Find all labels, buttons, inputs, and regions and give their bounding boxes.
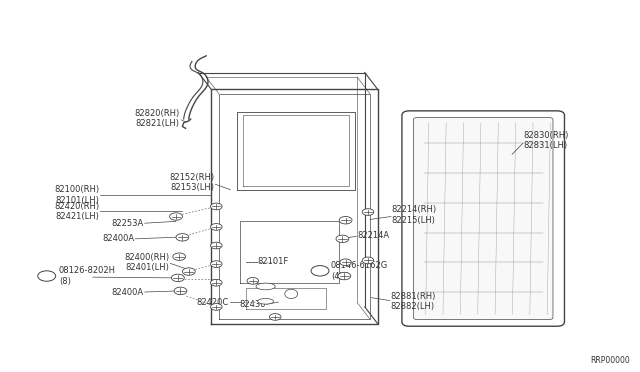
- Circle shape: [269, 314, 281, 320]
- Text: RRP00000: RRP00000: [591, 356, 630, 365]
- Text: 08146-6162G
(4): 08146-6162G (4): [331, 261, 388, 280]
- Text: 82400A: 82400A: [102, 234, 134, 243]
- Circle shape: [211, 304, 222, 310]
- Ellipse shape: [285, 289, 298, 299]
- Text: 82400(RH)
82401(LH): 82400(RH) 82401(LH): [124, 253, 170, 272]
- Circle shape: [338, 272, 351, 280]
- Circle shape: [336, 235, 349, 243]
- Circle shape: [211, 242, 222, 249]
- Text: B: B: [44, 272, 49, 280]
- FancyBboxPatch shape: [402, 111, 564, 326]
- Text: 82100(RH)
82101(LH): 82100(RH) 82101(LH): [54, 185, 99, 205]
- Circle shape: [172, 274, 184, 282]
- Circle shape: [362, 209, 374, 215]
- Text: 82420C: 82420C: [197, 298, 229, 307]
- Text: 82830(RH)
82831(LH): 82830(RH) 82831(LH): [524, 131, 569, 150]
- FancyBboxPatch shape: [413, 118, 553, 320]
- Circle shape: [176, 234, 189, 241]
- Circle shape: [247, 278, 259, 284]
- Text: 82881(RH)
82882(LH): 82881(RH) 82882(LH): [390, 292, 436, 311]
- Text: 82214A: 82214A: [357, 231, 389, 240]
- Ellipse shape: [256, 283, 275, 290]
- Text: 82820(RH)
82821(LH): 82820(RH) 82821(LH): [134, 109, 179, 128]
- Circle shape: [311, 266, 329, 276]
- Circle shape: [182, 268, 195, 275]
- Circle shape: [362, 257, 374, 264]
- Circle shape: [211, 279, 222, 286]
- Text: 82420(RH)
82421(LH): 82420(RH) 82421(LH): [54, 202, 99, 221]
- Circle shape: [211, 203, 222, 210]
- Circle shape: [173, 253, 186, 260]
- Text: 82214(RH)
82215(LH): 82214(RH) 82215(LH): [392, 205, 437, 225]
- Text: 82430: 82430: [239, 300, 266, 309]
- Circle shape: [174, 287, 187, 295]
- Circle shape: [38, 271, 56, 281]
- Text: B: B: [317, 266, 323, 275]
- Circle shape: [339, 217, 352, 224]
- Circle shape: [170, 213, 182, 220]
- Text: 82101F: 82101F: [257, 257, 289, 266]
- Ellipse shape: [257, 298, 274, 304]
- Circle shape: [211, 261, 222, 267]
- Text: 82253A: 82253A: [112, 219, 144, 228]
- Text: 82400A: 82400A: [112, 288, 144, 296]
- Text: 08126-8202H
(8): 08126-8202H (8): [59, 266, 116, 286]
- Circle shape: [211, 224, 222, 230]
- Text: 82152(RH)
82153(LH): 82152(RH) 82153(LH): [169, 173, 214, 192]
- Circle shape: [340, 259, 351, 266]
